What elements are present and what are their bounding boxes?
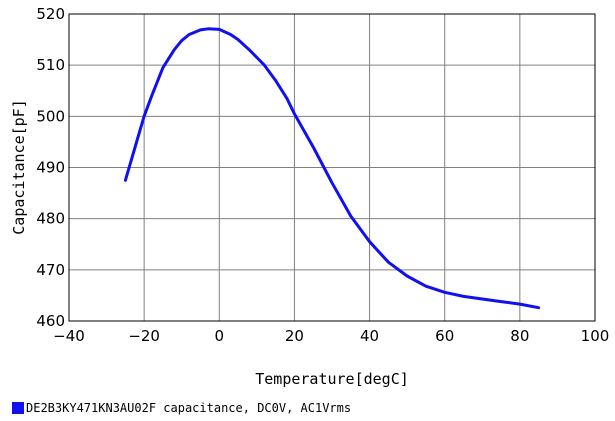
x-tick-label: −40 <box>53 327 85 345</box>
plot-frame <box>68 13 596 322</box>
y-tick-label: 500 <box>36 107 65 125</box>
y-axis-title: Capacitance[pF] <box>10 99 28 234</box>
x-tick-label: 20 <box>285 327 304 345</box>
y-tick-label: 460 <box>36 312 65 330</box>
legend-label: DE2B3KY471KN3AU02F capacitance, DC0V, AC… <box>26 401 351 415</box>
y-tick-label: 470 <box>36 261 65 279</box>
x-axis-title: Temperature[degC] <box>255 370 409 388</box>
x-tick-label: 60 <box>435 327 454 345</box>
grid <box>69 14 595 321</box>
series-line <box>123 27 541 310</box>
y-tick-label: 520 <box>36 5 65 23</box>
x-tick-label: −20 <box>128 327 160 345</box>
legend-swatch <box>12 402 24 414</box>
y-tick-label: 490 <box>36 159 65 177</box>
x-tick-label: 40 <box>360 327 379 345</box>
x-tick-label: 100 <box>581 327 610 345</box>
y-tick-label: 510 <box>36 56 65 74</box>
x-tick-label: 80 <box>510 327 529 345</box>
y-tick-label: 480 <box>36 210 65 228</box>
x-tick-label: 0 <box>215 327 225 345</box>
tick-labels: −40 −20 0 20 40 60 80 100 460 470 480 490 500 510 520 <box>36 5 609 345</box>
